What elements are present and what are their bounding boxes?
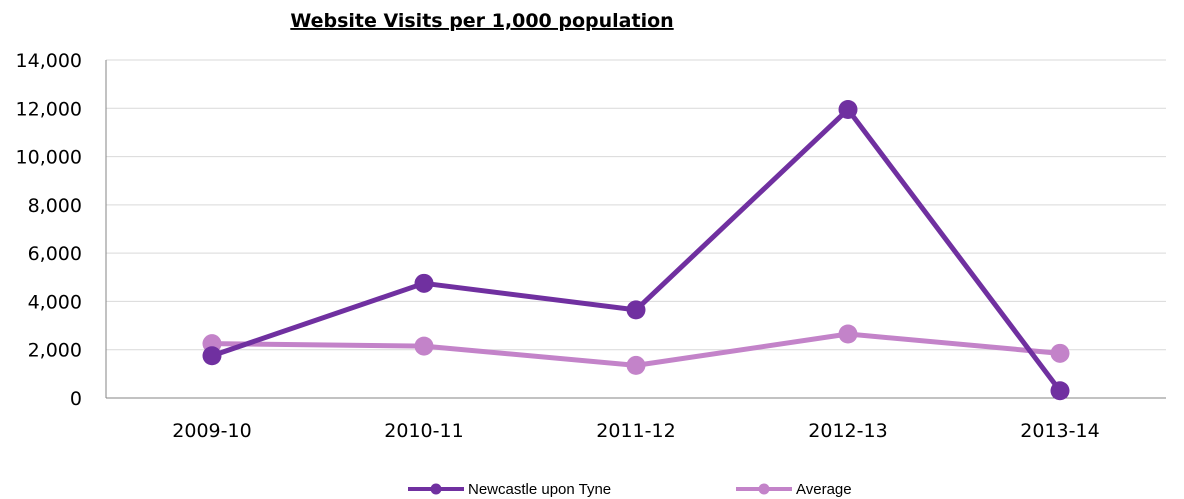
- legend-label: Newcastle upon Tyne: [468, 481, 611, 498]
- y-tick-label: 0: [70, 388, 82, 410]
- y-tick-label: 2,000: [28, 340, 82, 362]
- y-tick-label: 6,000: [28, 243, 82, 265]
- data-point: [626, 355, 646, 375]
- y-tick-label: 8,000: [28, 195, 82, 217]
- series-line: [211, 106, 1062, 393]
- data-point: [414, 336, 434, 356]
- series-group: [202, 99, 1070, 401]
- data-point: [414, 273, 434, 293]
- gridlines: [106, 59, 1166, 351]
- y-tick-label: 12,000: [16, 98, 82, 120]
- data-point: [838, 324, 858, 344]
- y-axis-ticks: 0 2,000 4,000 6,000 8,000 10,000 12,000 14,000: [16, 50, 82, 410]
- axes: [105, 60, 1166, 399]
- legend: Newcastle upon Tyne Average: [408, 481, 852, 498]
- legend-label: Average: [796, 481, 852, 498]
- chart-title: Website Visits per 1,000 population: [290, 10, 673, 32]
- data-point: [1050, 343, 1070, 363]
- legend-swatch-marker: [430, 483, 442, 495]
- x-tick-label: 2009-10: [172, 420, 251, 442]
- data-point: [626, 300, 646, 320]
- x-tick-label: 2011-12: [596, 420, 675, 442]
- x-axis-ticks: 2009-10 2010-11 2011-12 2012-13 2013-14: [172, 420, 1099, 442]
- x-tick-label: 2010-11: [384, 420, 463, 442]
- x-tick-label: 2013-14: [1020, 420, 1099, 442]
- y-tick-label: 10,000: [16, 147, 82, 169]
- data-point: [1050, 381, 1070, 401]
- data-point: [838, 99, 858, 119]
- data-point: [202, 346, 222, 366]
- legend-swatch-marker: [758, 483, 770, 495]
- x-tick-label: 2012-13: [808, 420, 887, 442]
- y-tick-label: 4,000: [28, 291, 82, 313]
- y-tick-label: 14,000: [16, 50, 82, 72]
